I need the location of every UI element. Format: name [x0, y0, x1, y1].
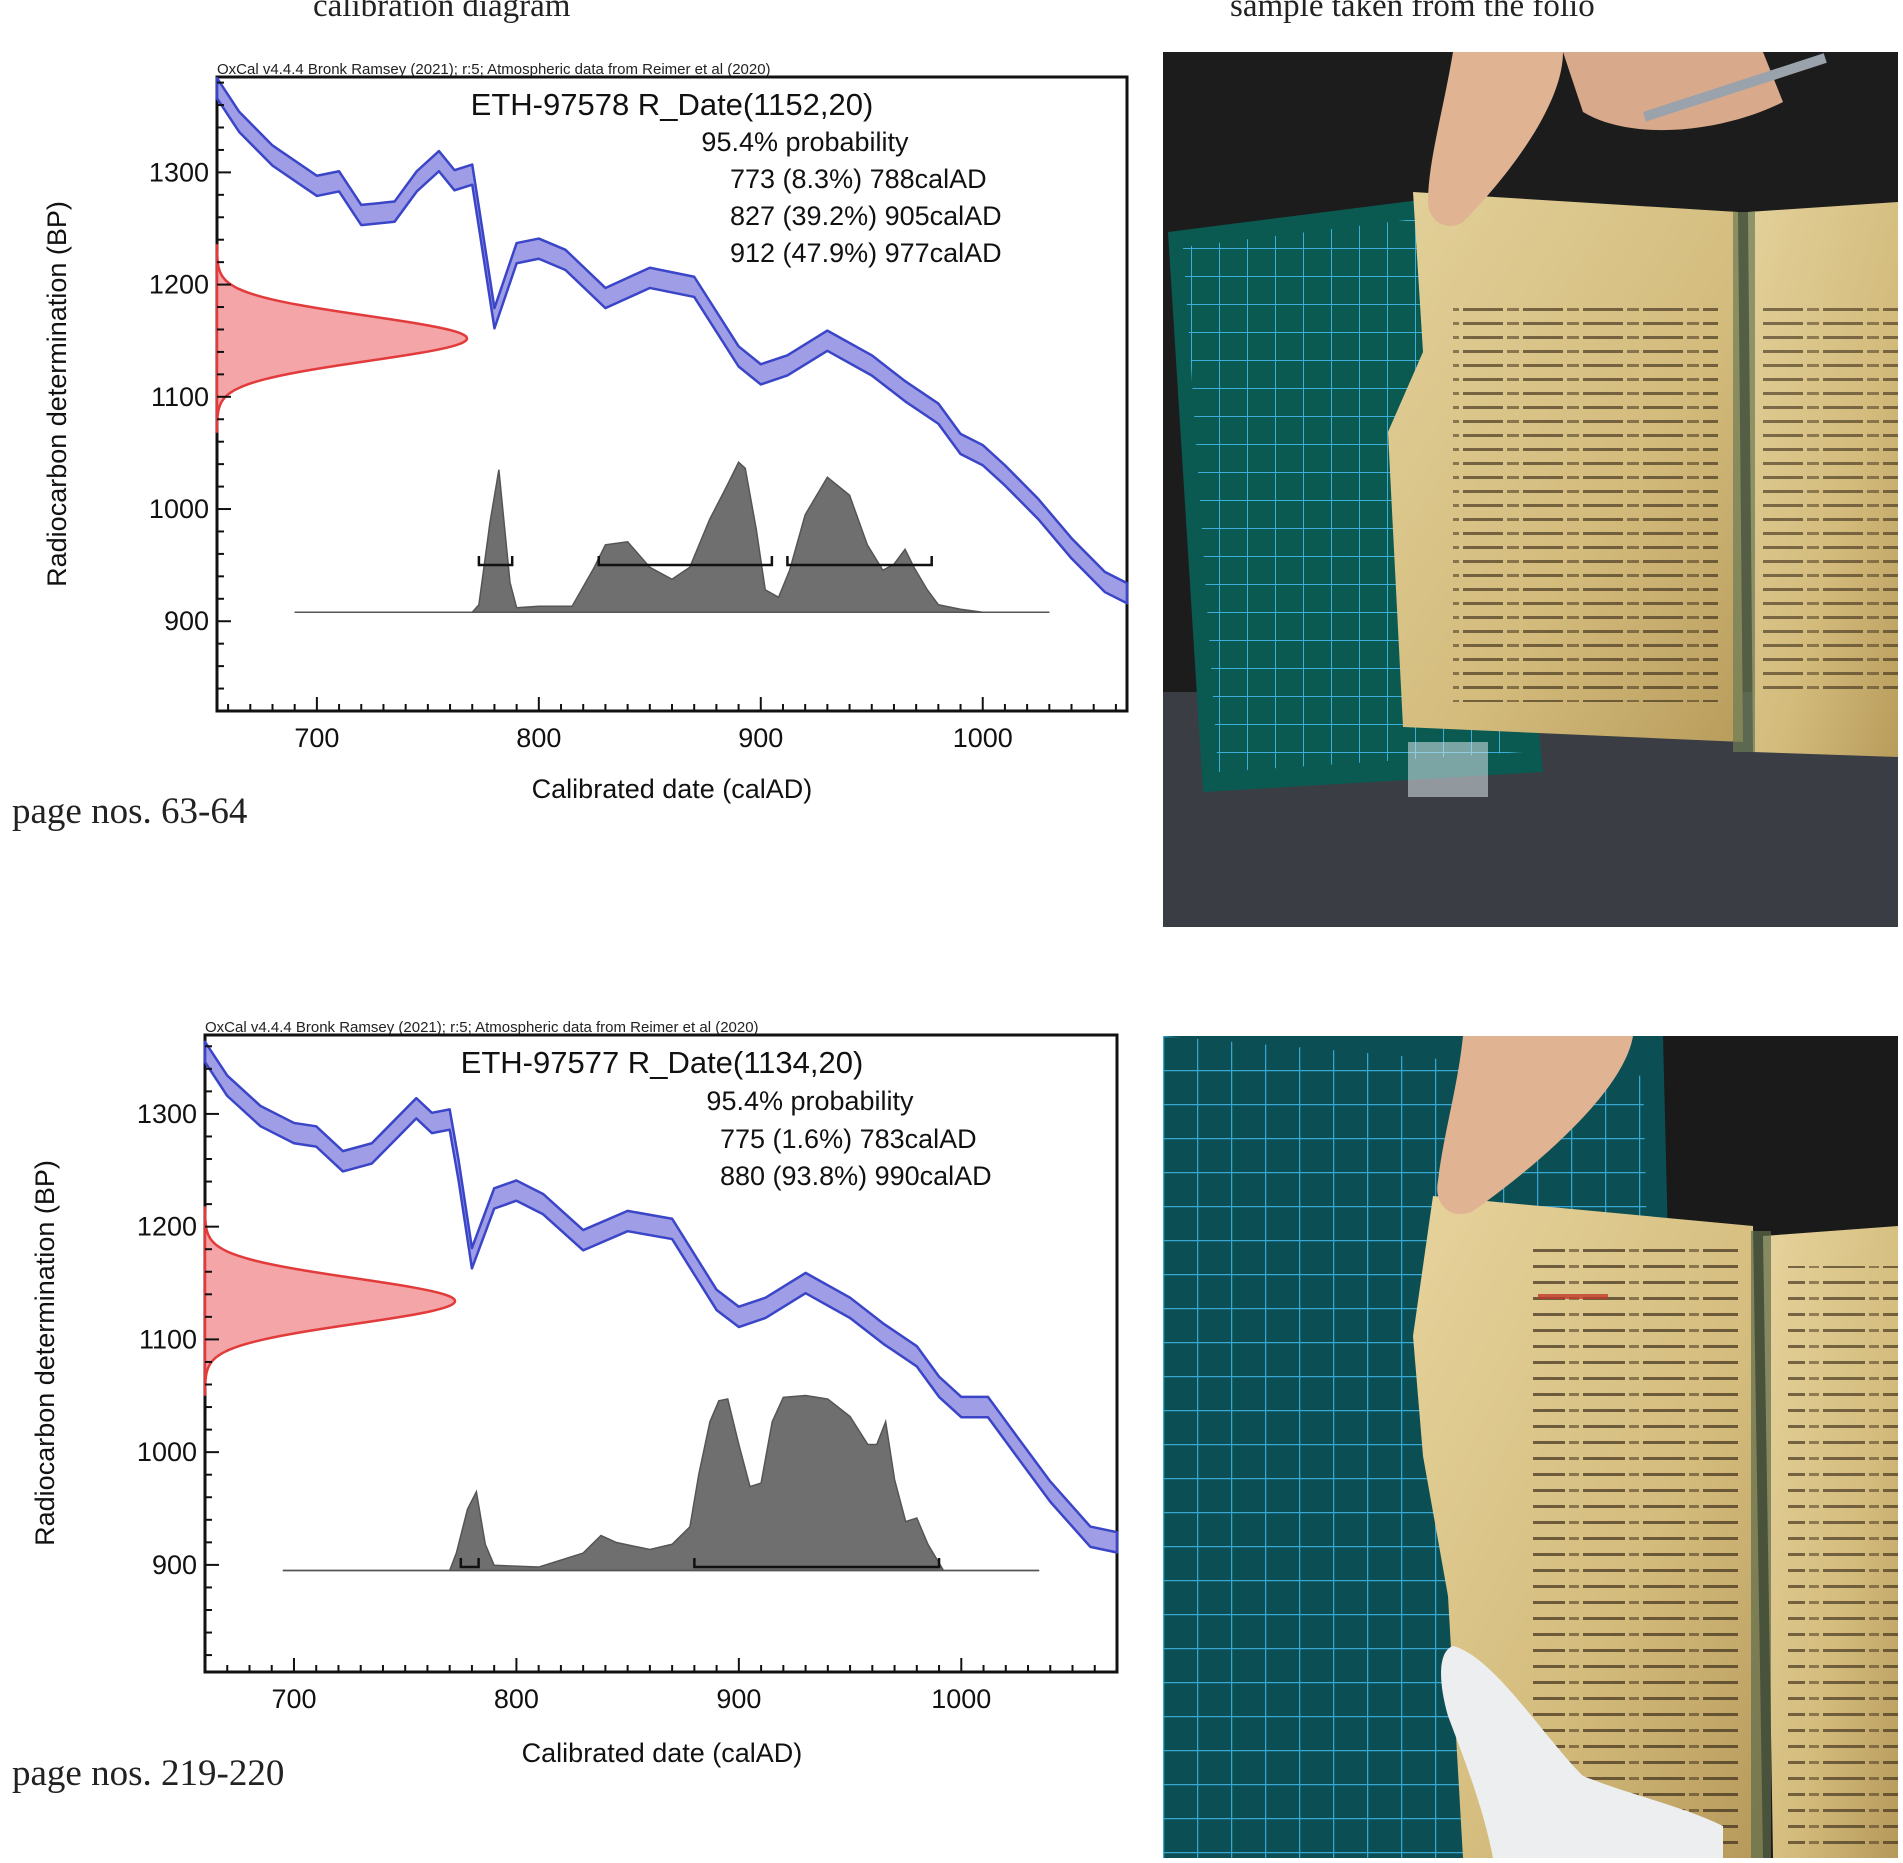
calibrated-distribution-area [294, 461, 1050, 614]
page-label-1: page nos. 63-64 [12, 791, 248, 832]
calibration-chart-2: OxCal v4.4.4 Bronk Ramsey (2021); r:5; A… [30, 1019, 1119, 1768]
range-bracket-group [477, 556, 933, 567]
y-tick-label: 1000 [149, 494, 209, 524]
range-bracket-2 [597, 556, 774, 567]
probability-label: 95.4% probability [701, 127, 909, 157]
x-axis-label: Calibrated date (calAD) [532, 774, 813, 804]
calibration-curve-band [215, 76, 1129, 605]
y-tick-label: 1100 [139, 1324, 197, 1354]
calibration-chart-1: OxCal v4.4.4 Bronk Ramsey (2021); r:5; A… [42, 61, 1129, 804]
folio-photo-1 [1163, 52, 1898, 927]
x-tick-label: 900 [738, 723, 783, 753]
range-text-1: 773 (8.3%) 788calAD [730, 164, 987, 194]
x-tick-label: 700 [271, 1684, 316, 1714]
y-tick-label: 900 [152, 1550, 197, 1580]
y-axis-label: Radiocarbon determination (BP) [30, 1160, 60, 1546]
column-heading-right: sample taken from the folio [1230, 0, 1595, 24]
red-rubric [1538, 1294, 1608, 1299]
range-text-1: 775 (1.6%) 783calAD [720, 1124, 977, 1154]
range-text-2: 880 (93.8%) 990calAD [720, 1161, 992, 1191]
x-tick-label: 1000 [931, 1684, 991, 1714]
range-text-3: 912 (47.9%) 977calAD [730, 238, 1002, 268]
folio-photo-2 [1163, 1036, 1898, 1858]
probability-label: 95.4% probability [706, 1086, 914, 1116]
calibration-curve-band [203, 1040, 1119, 1554]
y-tick-label: 1200 [149, 270, 209, 300]
chart-header: OxCal v4.4.4 Bronk Ramsey (2021); r:5; A… [217, 61, 771, 78]
x-tick-label: 800 [516, 723, 561, 753]
axes-group: 700 800 900 1000 900 1000 1100 1200 1300 [137, 1045, 1118, 1714]
range-text-group: 773 (8.3%) 788calAD 827 (39.2%) 905calAD 9… [730, 164, 1002, 268]
calibrated-distribution-group [294, 461, 1050, 614]
range-bracket-1 [477, 556, 514, 567]
radiocarbon-date-distribution [203, 1206, 457, 1396]
plot-frame [203, 1033, 1119, 1674]
y-tick-label: 1000 [137, 1437, 197, 1467]
axes-group: 700 800 900 1000 900 1000 1100 1200 1300 [149, 81, 1117, 753]
manuscript-text-left [1533, 1246, 1738, 1846]
fingers-holding-folio [1428, 52, 1563, 226]
radiocarbon-date-group [215, 244, 469, 433]
y-tick-label: 1200 [137, 1212, 197, 1242]
manuscript-text-right [1763, 297, 1898, 697]
chart-header: OxCal v4.4.4 Bronk Ramsey (2021); r:5; A… [205, 1019, 759, 1036]
y-tick-label: 1300 [137, 1099, 197, 1129]
range-bracket-1 [459, 1558, 480, 1569]
gloved-hand-pointing [1441, 1646, 1723, 1858]
calibrated-distribution-area [282, 1394, 1040, 1572]
page-label-2: page nos. 219-220 [12, 1753, 285, 1794]
column-heading-left: calibration diagram [313, 0, 571, 24]
x-tick-label: 700 [294, 723, 339, 753]
y-tick-label: 900 [164, 606, 209, 636]
range-text-group: 775 (1.6%) 783calAD 880 (93.8%) 990calAD [720, 1124, 992, 1191]
range-bracket-2 [693, 1558, 941, 1569]
x-tick-label: 800 [494, 1684, 539, 1714]
x-tick-label: 1000 [953, 723, 1013, 753]
plot-frame [215, 75, 1129, 713]
chart-title: ETH-97578 R_Date(1152,20) [471, 87, 874, 122]
range-text-2: 827 (39.2%) 905calAD [730, 201, 1002, 231]
book-spine [1751, 1231, 1771, 1858]
calibrated-distribution-group [282, 1394, 1040, 1572]
y-tick-label: 1300 [149, 157, 209, 187]
range-bracket-group [459, 1558, 941, 1569]
finger-holding-folio [1437, 1036, 1633, 1215]
scalpel [1643, 53, 1827, 122]
x-axis-label: Calibrated date (calAD) [522, 1738, 803, 1768]
calibration-curve-group [215, 76, 1129, 605]
manuscript-text-left [1453, 297, 1718, 702]
book-spine [1733, 212, 1755, 752]
calibration-curve-group [203, 1040, 1119, 1554]
x-tick-label: 900 [716, 1684, 761, 1714]
y-tick-label: 1100 [151, 382, 209, 412]
radiocarbon-date-group [203, 1206, 457, 1396]
chart-title: ETH-97577 R_Date(1134,20) [461, 1045, 864, 1080]
y-axis-label: Radiocarbon determination (BP) [42, 201, 72, 587]
hand-top-right [1563, 52, 1783, 131]
manuscript-text-right [1788, 1266, 1898, 1846]
radiocarbon-date-distribution [215, 244, 469, 433]
sample-bag [1408, 742, 1488, 797]
range-bracket-3 [786, 556, 933, 567]
